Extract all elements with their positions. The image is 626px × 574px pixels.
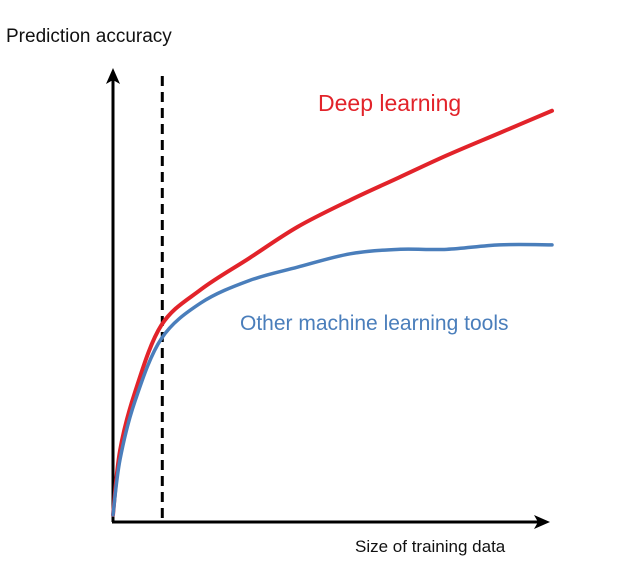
x-axis-label: Size of training data — [355, 537, 506, 556]
series-label-deep-learning: Deep learning — [318, 90, 462, 116]
y-axis-label: Prediction accuracy — [6, 26, 172, 47]
series-line-deep-learning — [111, 108, 554, 517]
series-line-other-ml-tools — [111, 242, 554, 517]
y-axis-arrow-icon — [106, 68, 120, 84]
series-label-other-ml-tools: Other machine learning tools — [240, 312, 509, 335]
x-axis-arrow-icon — [534, 515, 550, 529]
